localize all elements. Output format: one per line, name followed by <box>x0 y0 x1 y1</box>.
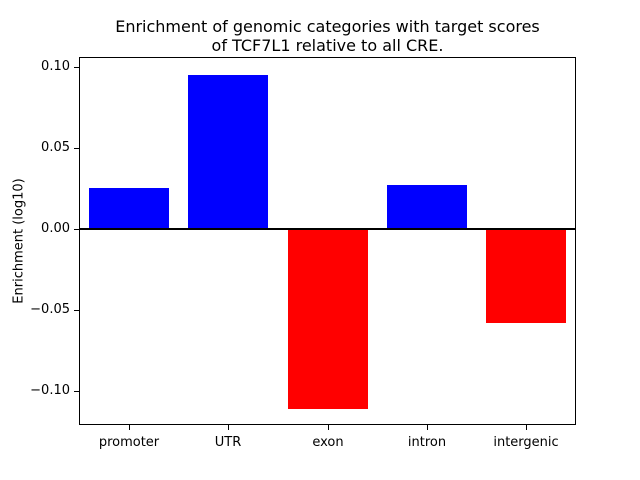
y-tick-label-−0.05: −0.05 <box>30 302 70 317</box>
chart-title-line1: Enrichment of genomic categories with ta… <box>115 17 540 36</box>
x-tick-label-promoter: promoter <box>98 435 160 450</box>
x-tick-UTR <box>228 425 229 430</box>
y-tick-0.10 <box>74 67 79 68</box>
y-tick-−0.10 <box>74 391 79 392</box>
x-tick-exon <box>328 425 329 430</box>
y-tick-0.05 <box>74 148 79 149</box>
bar-exon <box>288 229 368 409</box>
x-tick-label-exon: exon <box>312 435 344 450</box>
bar-promoter <box>89 188 169 229</box>
x-tick-label-intron: intron <box>407 435 447 450</box>
y-tick-label-0.10: 0.10 <box>41 59 70 74</box>
x-tick-intergenic <box>526 425 527 430</box>
zero-axis-line <box>79 228 576 230</box>
chart-title: Enrichment of genomic categories with ta… <box>79 17 576 55</box>
bar-intergenic <box>486 229 566 323</box>
y-axis-label: Enrichment (log10) <box>11 178 27 304</box>
y-tick-label-0.00: 0.00 <box>41 221 70 236</box>
x-tick-label-intergenic: intergenic <box>493 435 559 450</box>
x-tick-label-UTR: UTR <box>214 435 242 450</box>
chart-title-line2: of TCF7L1 relative to all CRE. <box>211 36 444 55</box>
bar-UTR <box>188 75 268 229</box>
y-tick-0.00 <box>74 229 79 230</box>
y-tick-−0.05 <box>74 310 79 311</box>
x-tick-intron <box>427 425 428 430</box>
x-tick-promoter <box>129 425 130 430</box>
y-tick-label-0.05: 0.05 <box>41 140 70 155</box>
bar-intron <box>387 185 467 229</box>
y-tick-label-−0.10: −0.10 <box>30 383 70 398</box>
